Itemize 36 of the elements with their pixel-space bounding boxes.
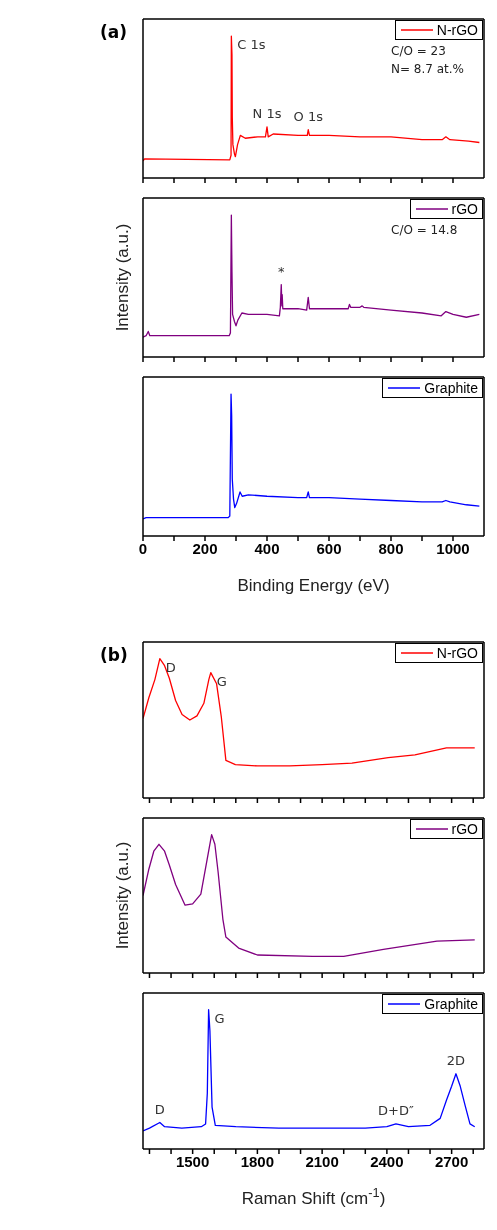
annotation: D xyxy=(165,659,176,675)
x-tick-label: 2700 xyxy=(434,1152,469,1170)
annotation: * xyxy=(278,263,286,279)
legend-label: rGO xyxy=(451,821,478,837)
annotation: C/O = 23 xyxy=(391,43,447,60)
chart-title: (b) xyxy=(100,645,128,665)
x-tick-label: 800 xyxy=(378,539,404,557)
y-axis-title: Intensity (a.u.) xyxy=(113,841,132,950)
annotation: N= 8.7 at.% xyxy=(391,61,466,78)
x-tick-label: 2100 xyxy=(305,1152,339,1170)
annotation: 2D xyxy=(446,1052,466,1068)
legend-label: N-rGO xyxy=(436,22,478,38)
x-axis-title: Binding Energy (eV) xyxy=(237,576,390,595)
annotation: D xyxy=(154,1101,165,1117)
annotation: C 1s xyxy=(237,36,266,52)
legend-label: rGO xyxy=(451,201,478,217)
x-axis-title: Raman Shift (cm$^{-1}$) xyxy=(241,1184,386,1208)
annotation: C/O = 14.8 xyxy=(391,222,459,239)
annotation: N 1s xyxy=(252,105,282,121)
x-tick-label: 1800 xyxy=(240,1152,275,1170)
legend-label: Graphite xyxy=(424,380,478,396)
annotation: G xyxy=(214,1010,225,1026)
x-tick-label: 1500 xyxy=(175,1152,210,1170)
legend-label: N-rGO xyxy=(436,645,478,661)
chart-title: (a) xyxy=(100,22,128,42)
y-axis-title: Intensity (a.u.) xyxy=(113,223,132,332)
x-tick-label: 600 xyxy=(316,539,342,557)
x-tick-label: 200 xyxy=(192,539,218,557)
x-tick-label: 1000 xyxy=(436,539,470,557)
annotation: D+D″ xyxy=(378,1102,414,1118)
annotation: O 1s xyxy=(293,108,324,124)
legend-label: Graphite xyxy=(424,996,478,1012)
annotation: G xyxy=(216,673,227,689)
x-tick-label: 0 xyxy=(138,539,148,557)
x-tick-label: 400 xyxy=(254,539,280,557)
x-tick-label: 2400 xyxy=(370,1152,404,1170)
